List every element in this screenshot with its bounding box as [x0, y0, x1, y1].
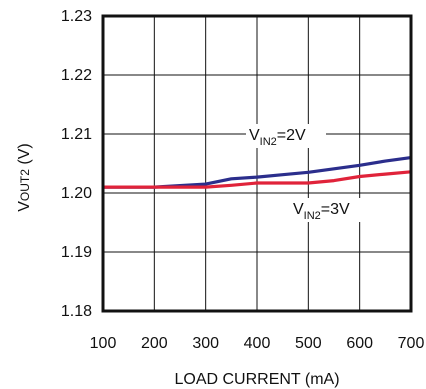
y-axis-title: VOUT2 (V)	[16, 143, 33, 211]
y-tick-label: 1.19	[61, 244, 92, 261]
y-axis-title-unit: (V)	[16, 143, 33, 169]
series-label-2v-bg	[246, 124, 326, 148]
y-tick-label: 1.20	[61, 185, 92, 202]
x-tick-label: 100	[90, 335, 117, 352]
y-axis-title-sub: OUT2	[18, 169, 32, 201]
series-label-3v-sub: IN2	[304, 210, 321, 222]
series-lines	[103, 156, 412, 189]
x-axis-title: LOAD CURRENT (mA)	[174, 371, 339, 388]
series-line-1	[103, 170, 412, 189]
series-label-vin2-2v: VIN2=2V	[249, 127, 306, 148]
x-tick-label: 600	[346, 335, 373, 352]
x-tick-label: 400	[244, 335, 271, 352]
y-tick-labels: 1.18 1.19 1.20 1.21 1.22 1.23	[61, 8, 92, 320]
y-tick-label: 1.22	[61, 67, 92, 84]
series-label-2v-rest: =2V	[277, 127, 306, 144]
x-tick-label: 700	[398, 335, 425, 352]
x-tick-label: 200	[141, 335, 168, 352]
series-label-2v-main: V	[249, 127, 260, 144]
series-label-3v-main: V	[293, 201, 304, 218]
x-tick-label: 300	[192, 335, 219, 352]
plot-frame	[101, 14, 413, 313]
series-label-backgrounds	[246, 124, 370, 222]
grid-lines	[103, 16, 411, 311]
x-tick-labels: 100 200 300 400 500 600 700	[90, 335, 425, 352]
y-axis-title-main: V	[16, 201, 33, 212]
y-tick-label: 1.21	[61, 126, 92, 143]
y-tick-label: 1.23	[61, 8, 92, 25]
x-tick-label: 500	[295, 335, 322, 352]
series-line-0	[103, 156, 412, 189]
y-tick-label: 1.18	[61, 303, 92, 320]
series-label-3v-rest: =3V	[321, 201, 350, 218]
series-label-vin2-3v: VIN2=3V	[293, 201, 350, 222]
series-label-3v-bg	[290, 198, 370, 222]
series-label-2v-sub: IN2	[260, 136, 277, 148]
